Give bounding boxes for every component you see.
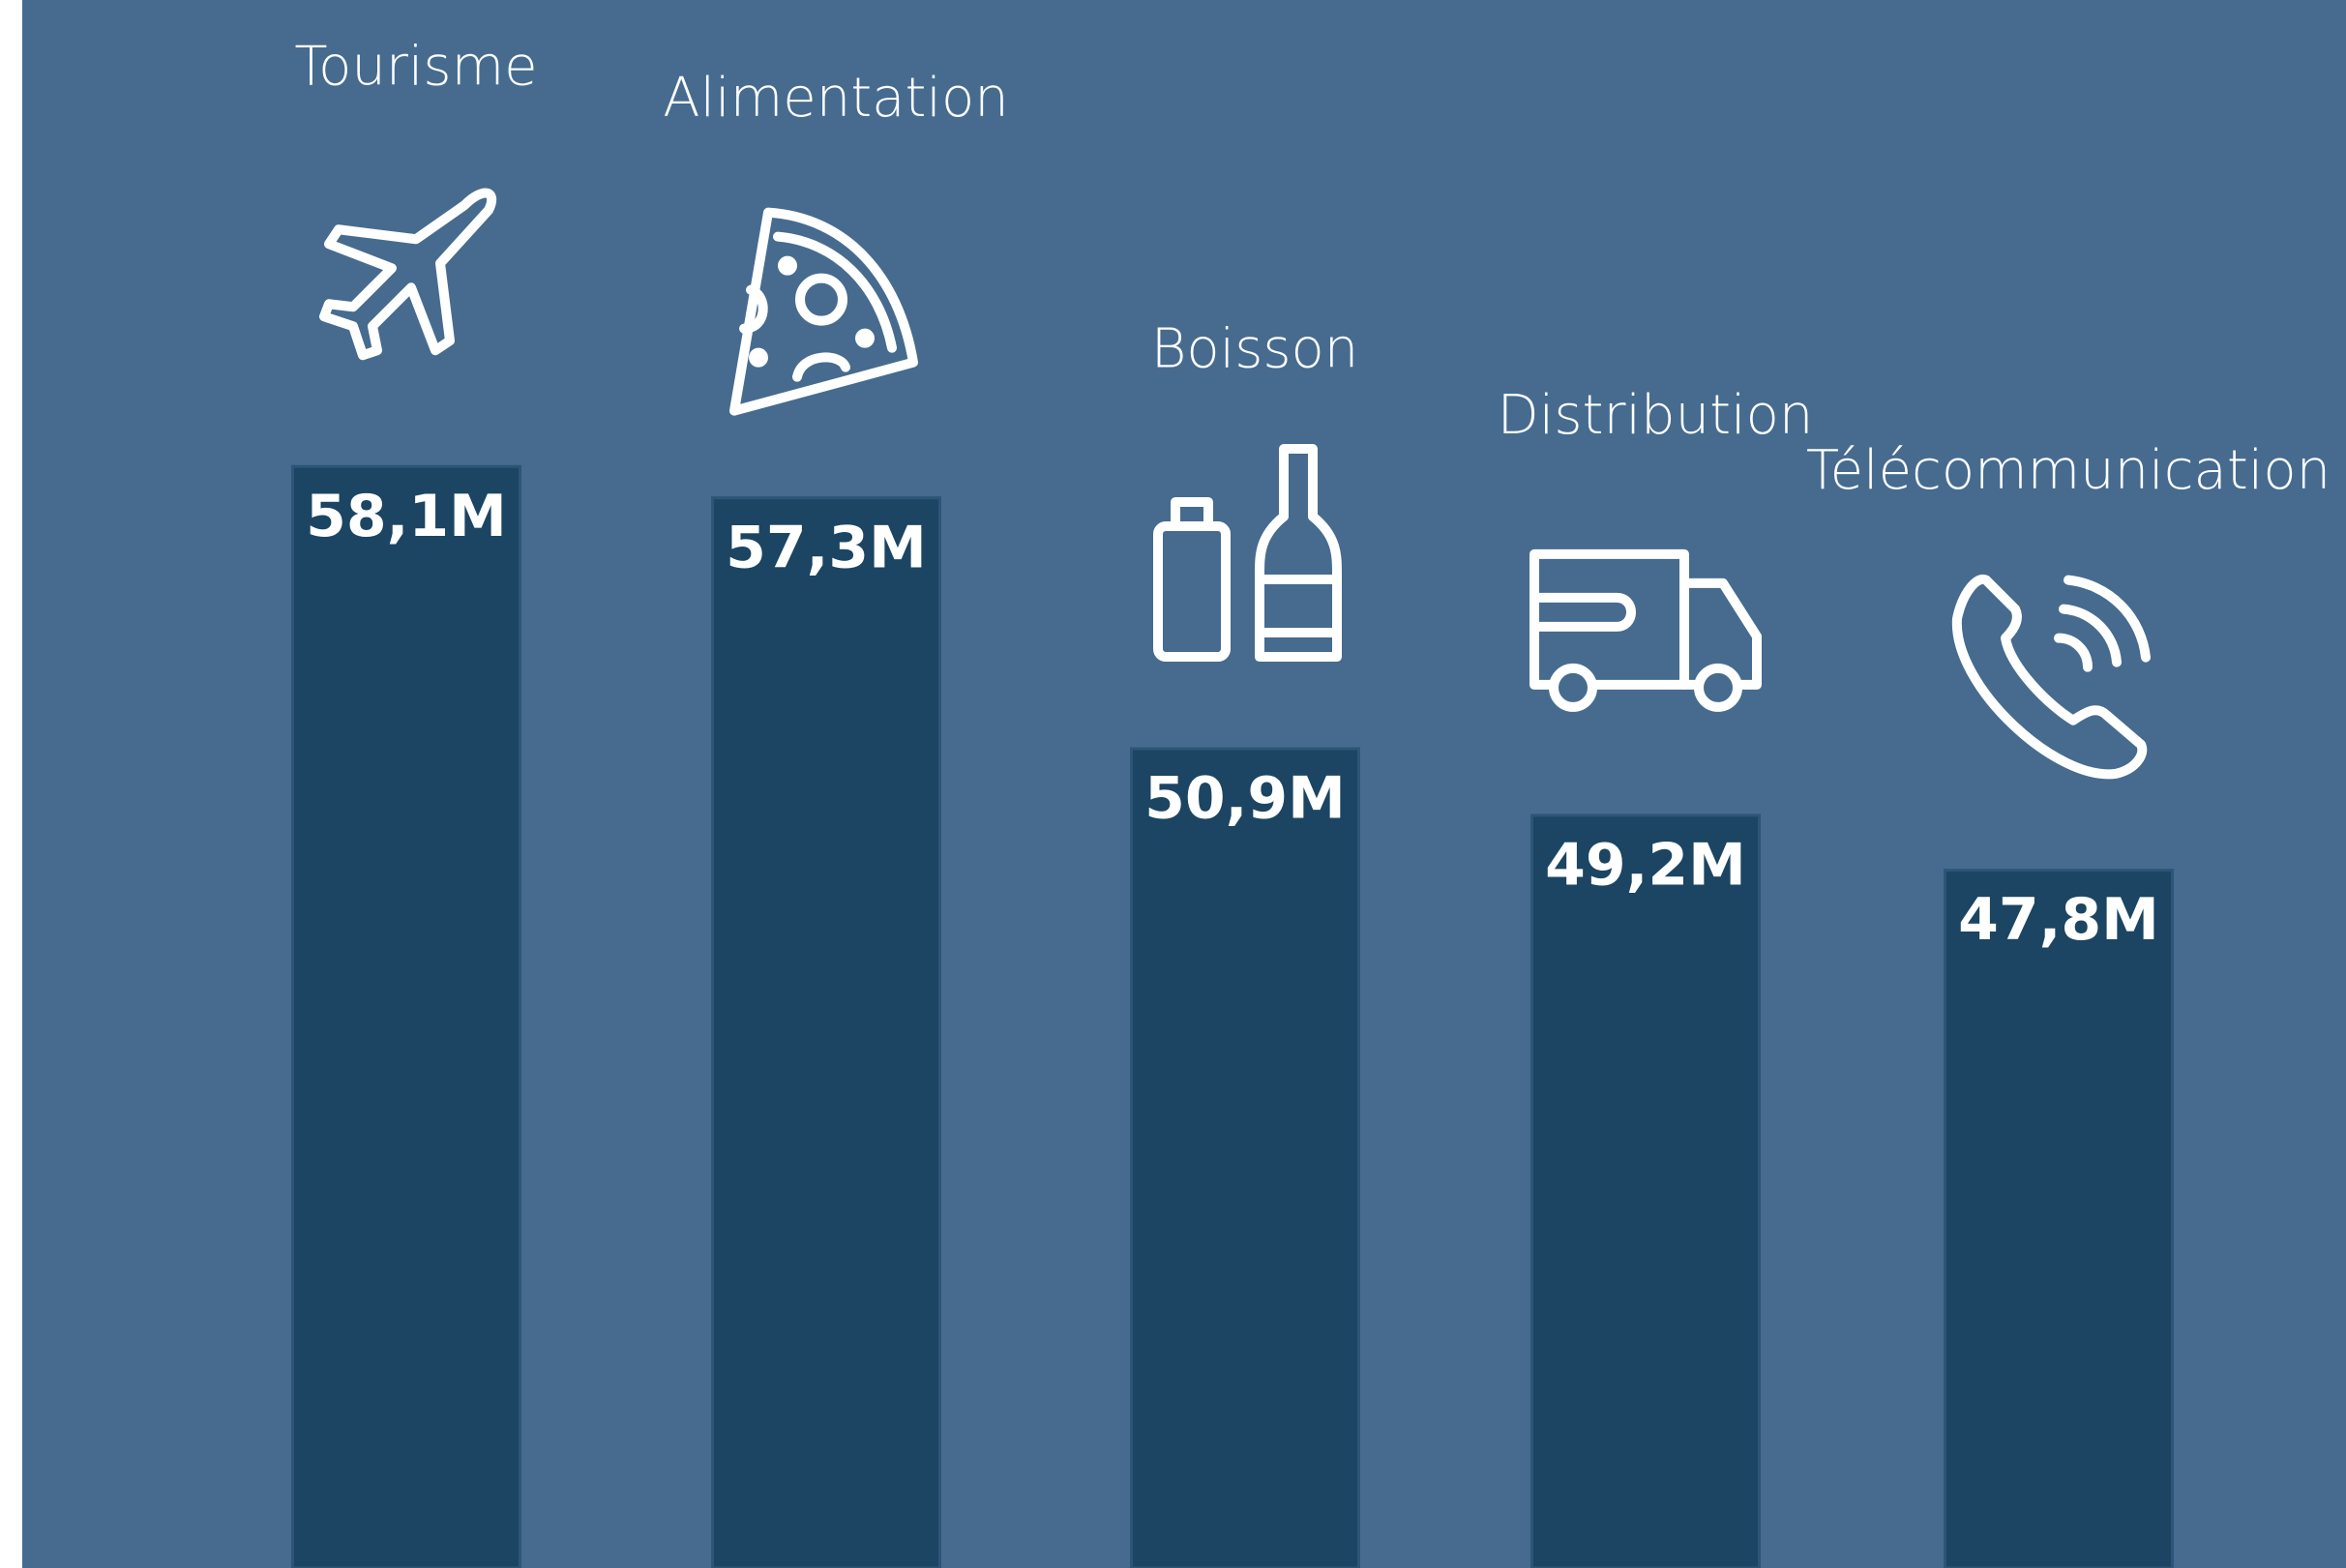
icon-part <box>729 207 918 416</box>
icon-part <box>855 328 875 348</box>
icon-part <box>1951 574 2148 780</box>
icon-part <box>1255 444 1342 663</box>
category-icon <box>1951 574 2151 780</box>
bar <box>1530 814 1761 1568</box>
category-icon <box>319 188 497 361</box>
bar <box>291 464 521 1568</box>
category-icon <box>729 207 918 416</box>
category-label: Tourisme <box>294 35 537 98</box>
category-icon <box>1529 548 1762 712</box>
category-label: Télécommunication <box>1806 439 2331 502</box>
icon-part <box>773 231 897 353</box>
category-label: Boisson <box>1151 317 1359 380</box>
icon-part <box>1549 663 1597 712</box>
category-label: Distribution <box>1498 384 1814 447</box>
icon-part <box>739 284 768 334</box>
value-label: 47,8M <box>1958 886 2159 954</box>
icon-part <box>749 347 768 368</box>
icon-part <box>795 273 847 326</box>
icon-part <box>778 255 797 276</box>
category-icon <box>1153 444 1342 663</box>
value-label: 49,2M <box>1545 832 1746 900</box>
icon-part <box>2054 633 2093 672</box>
icon-part <box>1694 663 1742 712</box>
value-label: 50,9M <box>1144 765 1346 833</box>
icon-part <box>1529 592 1636 632</box>
value-label: 57,3M <box>726 514 927 581</box>
bar <box>1130 747 1360 1568</box>
bar <box>1944 869 2174 1568</box>
icon-part <box>792 352 850 382</box>
value-label: 58,1M <box>306 483 507 550</box>
icon-part <box>2064 575 2151 663</box>
icon-part <box>319 188 497 361</box>
icon-part <box>1255 575 1342 638</box>
icon-part <box>2059 604 2122 667</box>
bar <box>711 496 941 1568</box>
icon-part <box>1171 497 1213 532</box>
category-label: Alimentation <box>663 67 1008 130</box>
